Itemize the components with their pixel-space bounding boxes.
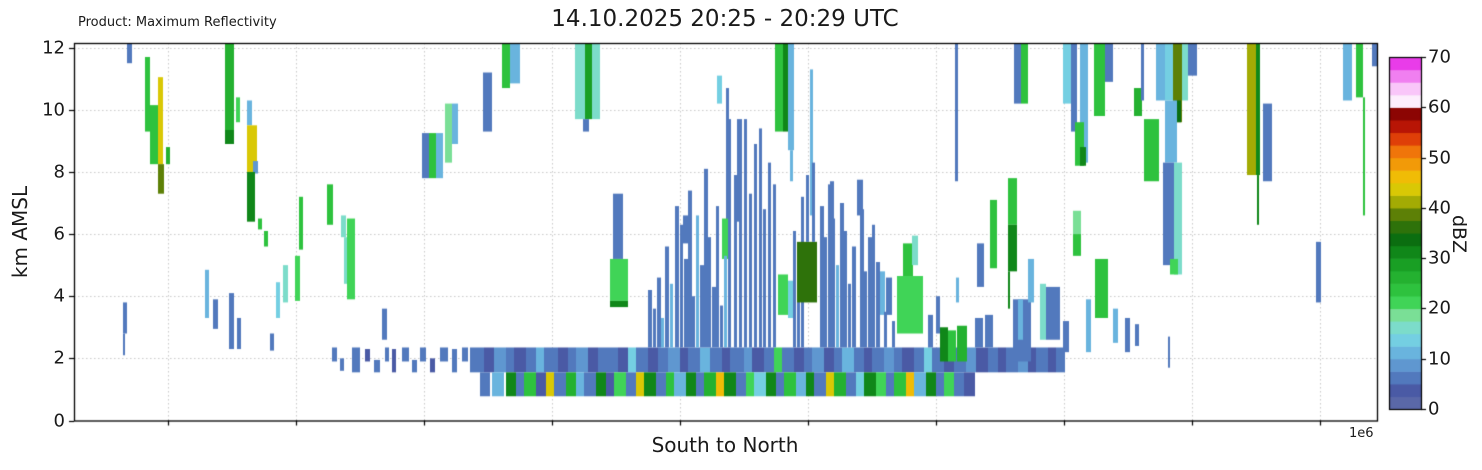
- colorbar-tick-label: 70: [1428, 46, 1451, 68]
- x-axis-offset-text: 1e6: [1349, 426, 1374, 441]
- y-tick-label: 8: [53, 161, 65, 183]
- product-label: Product: Maximum Reflectivity: [78, 15, 277, 30]
- colorbar-tick-label: 50: [1428, 147, 1451, 169]
- y-tick-label: 12: [42, 37, 65, 59]
- colorbar-tick-label: 30: [1428, 247, 1451, 269]
- x-axis-label: South to North: [651, 433, 799, 457]
- y-tick-label: 10: [42, 99, 65, 121]
- y-tick-label: 0: [53, 410, 65, 431]
- y-tick-label: 4: [53, 285, 65, 307]
- figure-title: 14.10.2025 20:25 - 20:29 UTC: [551, 6, 899, 32]
- colorbar-tick-label: 10: [1428, 348, 1451, 370]
- colorbar-unit-label: dBZ: [1448, 214, 1470, 254]
- y-tick-label: 2: [53, 347, 65, 369]
- colorbar-tick-label: 60: [1428, 96, 1451, 118]
- colorbar-tick-label: 20: [1428, 297, 1451, 319]
- colorbar-tick-label: 0: [1428, 398, 1440, 420]
- y-tick-label: 6: [53, 223, 65, 245]
- colorbar-tick-label: 40: [1428, 197, 1451, 219]
